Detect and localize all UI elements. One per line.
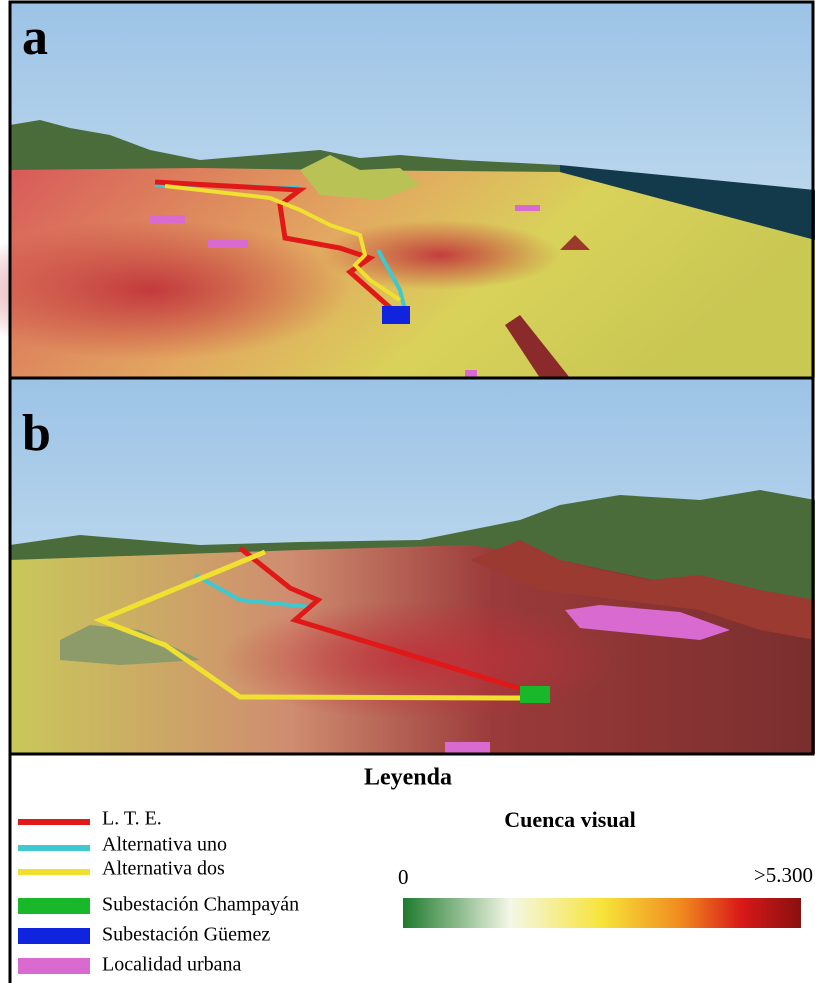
legend-swatch: [18, 898, 90, 914]
page: a b Leyenda L. T. E. Alternativa uno Alt…: [0, 0, 815, 983]
panel-label: b: [22, 405, 51, 462]
colorbar: [403, 898, 801, 928]
colorbar-min: 0: [398, 865, 409, 889]
legend-label: L. T. E.: [102, 808, 162, 830]
legend-label: Subestación Champayán: [102, 894, 299, 916]
legend-label: Alternativa dos: [102, 858, 225, 880]
colorbar-max: >5.300: [754, 863, 813, 887]
legend-label: Alternativa uno: [102, 834, 227, 856]
legend-label: Subestación Güemez: [102, 924, 270, 946]
panel-b: b: [10, 378, 815, 754]
colorbar-title: Cuenca visual: [504, 807, 635, 832]
legend-swatch: [18, 958, 90, 974]
panel-a: a: [0, 2, 815, 378]
legend-label: Localidad urbana: [102, 954, 241, 976]
legend-title: Leyenda: [364, 765, 452, 791]
legend: Leyenda L. T. E. Alternativa uno Alterna…: [10, 754, 813, 983]
figure: a b Leyenda L. T. E. Alternativa uno Alt…: [0, 0, 815, 983]
legend-swatch: [18, 928, 90, 944]
panel-label: a: [22, 9, 48, 66]
